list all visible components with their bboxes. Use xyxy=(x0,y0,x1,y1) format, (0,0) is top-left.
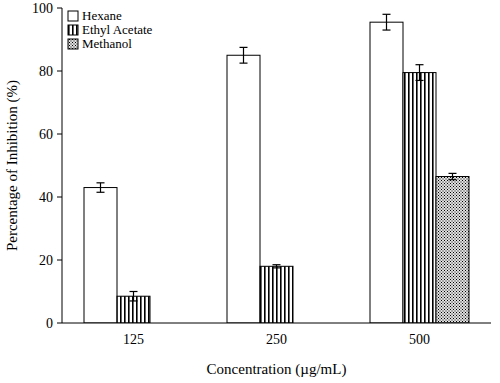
error-cap xyxy=(416,64,424,65)
legend-label: Hexane xyxy=(82,8,122,23)
error-stem xyxy=(419,65,420,81)
error-stem xyxy=(386,14,387,30)
y-tick-label: 0 xyxy=(46,316,53,331)
error-bar xyxy=(130,292,138,301)
y-tick xyxy=(57,260,62,261)
y-tick xyxy=(57,197,62,198)
y-tick-label: 20 xyxy=(39,253,53,268)
error-bar xyxy=(97,183,105,192)
legend: HexaneEthyl AcetateMethanol xyxy=(68,8,153,51)
bar xyxy=(84,188,117,323)
bar xyxy=(227,55,260,323)
y-tick xyxy=(57,323,62,324)
error-cap xyxy=(130,291,138,292)
legend-label: Ethyl Acetate xyxy=(82,22,153,37)
error-cap xyxy=(383,14,391,15)
error-cap xyxy=(240,63,248,64)
legend-swatch xyxy=(68,11,78,21)
error-cap xyxy=(97,182,105,183)
error-bar xyxy=(416,65,424,81)
chart-svg: 0 20 40 60 80 100 125 250 500 Concentration (µg/m… xyxy=(0,0,500,383)
y-tick-label: 80 xyxy=(39,64,53,79)
y-axis xyxy=(62,8,63,323)
bars xyxy=(84,14,469,323)
y-tick-label: 60 xyxy=(39,127,53,142)
bar xyxy=(370,22,403,323)
error-cap xyxy=(273,264,281,265)
error-bar xyxy=(273,265,281,268)
error-bar xyxy=(383,14,391,30)
error-cap xyxy=(449,179,457,180)
error-stem xyxy=(243,47,244,63)
bar xyxy=(403,73,436,323)
error-stem xyxy=(133,292,134,301)
y-tick-label: 40 xyxy=(39,190,53,205)
bar xyxy=(436,177,469,323)
error-bar xyxy=(240,47,248,63)
y-tick xyxy=(57,71,62,72)
bar xyxy=(260,266,293,323)
error-cap xyxy=(449,173,457,174)
y-tick xyxy=(57,134,62,135)
error-cap xyxy=(383,29,391,30)
x-tick-label: 125 xyxy=(123,332,144,347)
legend-label: Methanol xyxy=(82,36,132,51)
error-cap xyxy=(240,47,248,48)
x-axis-title: Concentration (µg/mL) xyxy=(207,361,347,378)
legend-swatch xyxy=(68,25,78,35)
error-stem xyxy=(100,183,101,192)
error-stem xyxy=(452,173,453,179)
x-tick-label: 250 xyxy=(266,332,287,347)
chart: 0 20 40 60 80 100 125 250 500 Concentration (µg/m… xyxy=(0,0,500,383)
error-cap xyxy=(416,80,424,81)
x-axis xyxy=(62,323,491,324)
error-cap xyxy=(273,267,281,268)
legend-swatch xyxy=(68,39,78,49)
y-tick xyxy=(57,8,62,9)
error-bar xyxy=(449,173,457,179)
y-axis-title: Percentage of Inhibition (%) xyxy=(4,80,21,251)
error-cap xyxy=(97,192,105,193)
error-cap xyxy=(130,300,138,301)
y-tick-label: 100 xyxy=(32,1,53,16)
x-tick-label: 500 xyxy=(409,332,430,347)
